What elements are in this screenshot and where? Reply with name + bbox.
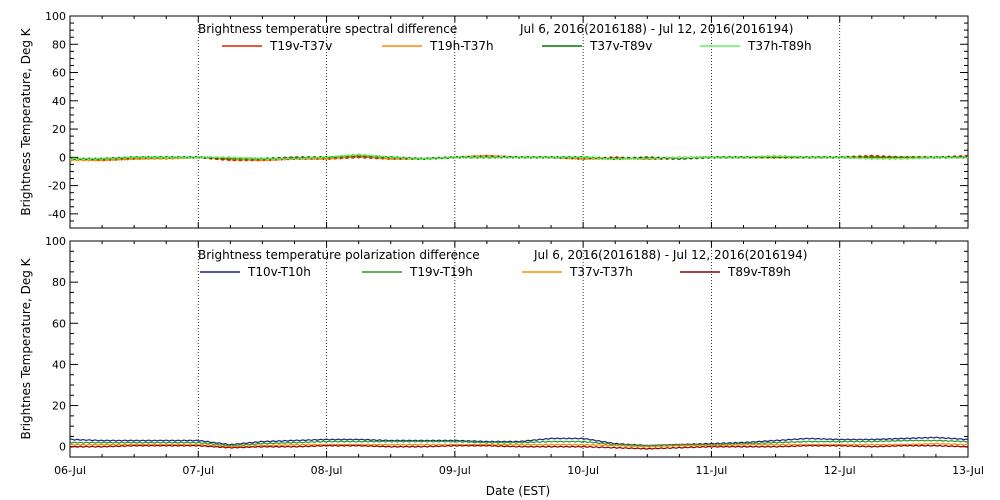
legend-label: T89v-T89h (727, 265, 791, 279)
x-tick-label: 09-Jul (439, 464, 471, 477)
panel-title: Brightness temperature polarization diff… (198, 248, 480, 262)
plot-frame (69, 15, 969, 229)
series-line (69, 439, 969, 447)
y-axis-label: Brightnes Temperature, Deg K (19, 257, 33, 439)
y-tick-label: 100 (45, 10, 66, 23)
series-line (69, 442, 969, 448)
panel-title: Brightness temperature spectral differen… (198, 22, 457, 36)
series-line (69, 444, 969, 450)
panel-date-range: Jul 6, 2016(2016188) - Jul 12, 2016(2016… (533, 248, 807, 262)
y-tick-label: 80 (52, 276, 66, 289)
legend-label: T37v-T89v (589, 39, 652, 53)
y-tick-label: 20 (52, 123, 66, 136)
legend-label: T10v-T10h (247, 265, 311, 279)
x-tick-label: 12-Jul (824, 464, 856, 477)
x-axis-label: Date (EST) (486, 484, 550, 498)
y-tick-label: 20 (52, 400, 66, 413)
legend-label: T19v-T37v (269, 39, 332, 53)
x-tick-label: 11-Jul (695, 464, 727, 477)
y-tick-label: 60 (52, 67, 66, 80)
y-tick-label: 0 (59, 441, 66, 454)
y-tick-label: -20 (48, 180, 66, 193)
legend-label: T37h-T89h (747, 39, 812, 53)
y-axis-label: Brightness Temperature, Deg K (19, 27, 33, 215)
legend-label: T37v-T37h (569, 265, 633, 279)
y-tick-label: 40 (52, 358, 66, 371)
legend-label: T19h-T37h (429, 39, 494, 53)
y-tick-label: 40 (52, 95, 66, 108)
y-tick-label: 100 (45, 235, 66, 248)
series-line (69, 153, 969, 161)
x-tick-label: 07-Jul (182, 464, 214, 477)
x-tick-label: 13-Jul (952, 464, 984, 477)
y-tick-label: 60 (52, 317, 66, 330)
y-tick-label: 80 (52, 38, 66, 51)
y-tick-label: 0 (59, 151, 66, 164)
x-tick-label: 06-Jul (54, 464, 86, 477)
legend-label: T19v-T19h (409, 265, 473, 279)
x-tick-label: 10-Jul (567, 464, 599, 477)
spectral-difference-panel: -40 -20 0 20 40 60 80 100 Brightness Temperature… (19, 10, 969, 229)
y-tick-label: -40 (48, 208, 66, 221)
polarization-difference-panel: 06-Jul 07-Jul 08-Jul 09-Jul 10-Jul 11-Jul 12-J… (19, 235, 984, 477)
panel-date-range: Jul 6, 2016(2016188) - Jul 12, 2016(2016… (519, 22, 793, 36)
plot-frame (69, 240, 969, 458)
x-tick-label: 08-Jul (311, 464, 343, 477)
